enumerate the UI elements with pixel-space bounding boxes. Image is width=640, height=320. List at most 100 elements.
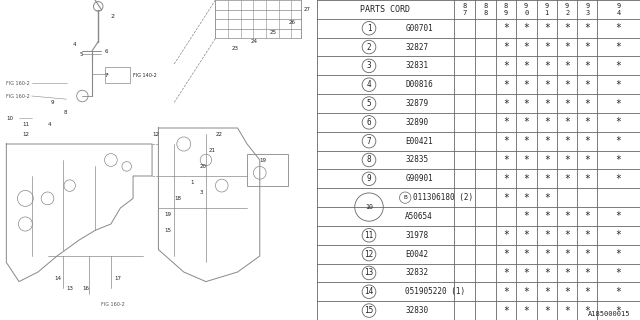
Text: 9: 9 (565, 3, 569, 9)
Text: 7: 7 (104, 73, 108, 78)
Text: *: * (584, 287, 590, 297)
Text: 8: 8 (483, 3, 488, 9)
Text: *: * (503, 117, 509, 127)
Text: 011306180 (2): 011306180 (2) (413, 193, 472, 202)
Text: 3: 3 (367, 61, 371, 70)
Text: 2: 2 (565, 10, 569, 16)
Text: *: * (616, 287, 621, 297)
Text: *: * (524, 193, 529, 203)
Text: 15: 15 (364, 306, 374, 315)
Text: 26: 26 (288, 20, 295, 25)
Text: 12: 12 (152, 132, 159, 137)
Text: *: * (524, 212, 529, 221)
Text: *: * (616, 42, 621, 52)
Text: *: * (503, 230, 509, 240)
Text: *: * (564, 80, 570, 90)
Text: *: * (544, 136, 550, 146)
Text: *: * (524, 287, 529, 297)
Text: *: * (616, 155, 621, 165)
Text: *: * (524, 99, 529, 108)
Text: *: * (564, 212, 570, 221)
Text: *: * (503, 174, 509, 184)
Text: *: * (544, 249, 550, 259)
Text: *: * (584, 212, 590, 221)
Text: *: * (503, 80, 509, 90)
Text: 5: 5 (367, 99, 371, 108)
Bar (247, 154, 288, 186)
Text: *: * (503, 23, 509, 33)
Text: 15: 15 (164, 228, 172, 233)
Text: *: * (564, 99, 570, 108)
Text: 9: 9 (51, 100, 54, 105)
Text: G90901: G90901 (405, 174, 433, 183)
Text: 4: 4 (73, 42, 76, 47)
Text: B: B (403, 195, 407, 200)
Text: 12: 12 (22, 132, 29, 137)
Text: 3: 3 (200, 189, 203, 195)
Text: 19: 19 (260, 157, 267, 163)
Text: *: * (524, 174, 529, 184)
Text: *: * (524, 230, 529, 240)
Text: A50654: A50654 (405, 212, 433, 221)
Text: *: * (616, 268, 621, 278)
Text: *: * (616, 117, 621, 127)
Text: FIG 140-2: FIG 140-2 (133, 73, 157, 78)
Text: FIG 160-2: FIG 160-2 (6, 93, 30, 99)
Text: E00421: E00421 (405, 137, 433, 146)
Text: 32830: 32830 (405, 306, 428, 315)
Text: 14: 14 (54, 276, 61, 281)
Text: 6: 6 (104, 49, 108, 54)
Text: *: * (503, 268, 509, 278)
Text: *: * (584, 306, 590, 316)
Text: 9: 9 (616, 3, 621, 9)
Text: *: * (584, 117, 590, 127)
Text: *: * (524, 249, 529, 259)
Text: *: * (564, 117, 570, 127)
Text: 051905220 (1): 051905220 (1) (405, 287, 465, 296)
Text: *: * (503, 155, 509, 165)
Text: *: * (564, 23, 570, 33)
Text: *: * (524, 80, 529, 90)
Text: 7: 7 (367, 137, 371, 146)
Text: 32832: 32832 (405, 268, 428, 277)
Text: FIG 160-2: FIG 160-2 (101, 301, 125, 307)
Text: *: * (584, 268, 590, 278)
Text: *: * (544, 42, 550, 52)
Text: *: * (564, 155, 570, 165)
Text: 11: 11 (364, 231, 374, 240)
Text: *: * (503, 99, 509, 108)
Text: D00816: D00816 (405, 80, 433, 89)
Text: *: * (584, 249, 590, 259)
Text: G00701: G00701 (405, 24, 433, 33)
Text: *: * (564, 61, 570, 71)
Text: *: * (503, 136, 509, 146)
Text: *: * (564, 42, 570, 52)
Text: 7: 7 (463, 10, 467, 16)
Text: *: * (584, 174, 590, 184)
Text: 21: 21 (209, 148, 216, 153)
Text: *: * (564, 268, 570, 278)
Text: *: * (544, 61, 550, 71)
Text: *: * (616, 230, 621, 240)
Text: 1: 1 (545, 10, 549, 16)
Text: *: * (524, 42, 529, 52)
Text: 32879: 32879 (405, 99, 428, 108)
Text: 14: 14 (364, 287, 374, 296)
Text: *: * (584, 80, 590, 90)
Text: FIG 160-2: FIG 160-2 (6, 81, 30, 86)
Text: 23: 23 (231, 45, 238, 51)
Text: *: * (524, 117, 529, 127)
Text: *: * (524, 306, 529, 316)
Text: *: * (503, 249, 509, 259)
Text: 32827: 32827 (405, 43, 428, 52)
Text: 0: 0 (524, 10, 529, 16)
Text: *: * (616, 306, 621, 316)
Text: *: * (584, 42, 590, 52)
Text: 8: 8 (63, 109, 67, 115)
Text: 4: 4 (616, 10, 621, 16)
Text: 31978: 31978 (405, 231, 428, 240)
Text: *: * (524, 268, 529, 278)
Text: *: * (503, 42, 509, 52)
Text: 1: 1 (190, 180, 193, 185)
Text: *: * (564, 174, 570, 184)
